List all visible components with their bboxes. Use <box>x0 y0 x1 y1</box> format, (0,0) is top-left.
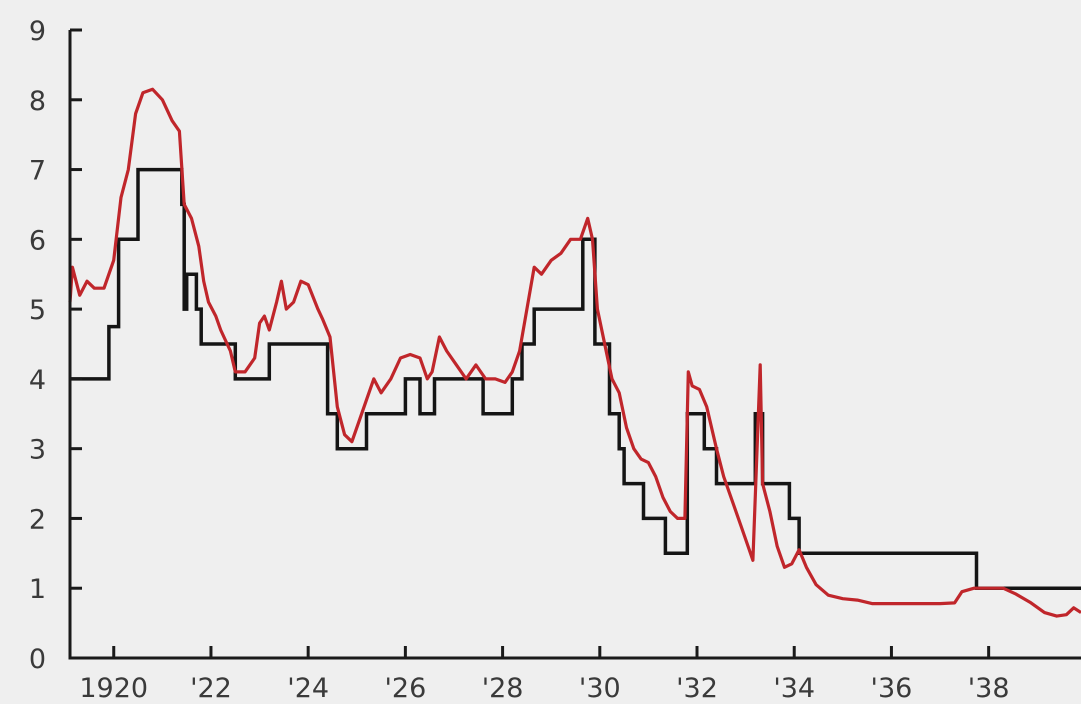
axis-layer <box>68 30 1081 660</box>
y-tick-label: 1 <box>29 574 46 605</box>
x-tick-label: '38 <box>968 673 1010 704</box>
series-layer <box>68 87 1081 618</box>
y-tick-label: 3 <box>29 435 46 466</box>
tick-layer: 0 1 2 3 4 5 6 7 8 9 1920 '22 '24 '26 '28 '30 '32 '34 '36 '3… <box>29 16 1010 704</box>
series-line-1 <box>70 167 1081 590</box>
y-tick-label: 5 <box>29 295 46 326</box>
x-tick-label: '26 <box>384 673 426 704</box>
x-tick-label: '30 <box>579 673 621 704</box>
y-tick-label: 9 <box>29 16 46 47</box>
x-tick-label: '36 <box>871 673 913 704</box>
x-tick-label: '32 <box>676 673 718 704</box>
y-tick-label: 8 <box>29 86 46 117</box>
y-tick-label: 4 <box>29 365 46 396</box>
x-tick-label: '34 <box>773 673 815 704</box>
x-tick-label: '24 <box>287 673 329 704</box>
x-tick-label: 1920 <box>79 673 148 704</box>
y-tick-label: 7 <box>29 156 46 187</box>
y-tick-label: 6 <box>29 225 46 256</box>
y-tick-label: 0 <box>29 644 46 675</box>
series-line-2 <box>68 87 1081 618</box>
x-tick-label: '28 <box>482 673 524 704</box>
y-tick-label: 2 <box>29 504 46 535</box>
x-tick-label: '22 <box>190 673 232 704</box>
